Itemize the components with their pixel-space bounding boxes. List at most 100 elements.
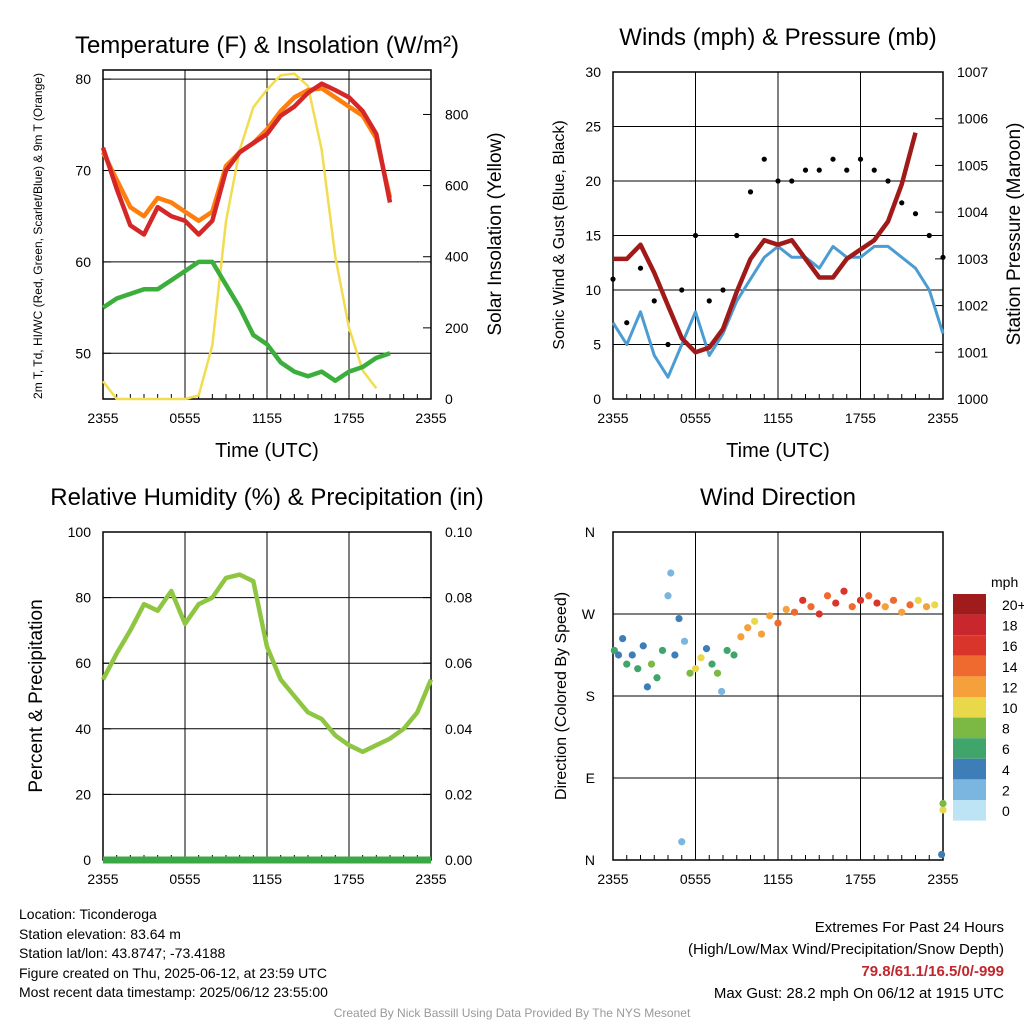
y2-tick-label: 0.02 (445, 786, 472, 802)
direction-point (799, 596, 807, 604)
y-tick-label: 70 (75, 163, 91, 179)
x-tick-label: 1755 (845, 871, 876, 887)
y-tick-label: 20 (585, 173, 601, 189)
x-tick-label: 2355 (597, 410, 628, 426)
latlon-text: Station lat/lon: 43.8747; -73.4188 (19, 945, 226, 961)
legend-title: mph (991, 574, 1018, 590)
legend-swatch (953, 800, 986, 821)
gust-point (885, 178, 891, 184)
direction-point (774, 619, 782, 627)
direction-point (751, 617, 759, 625)
recent-text: Most recent data timestamp: 2025/06/12 2… (19, 984, 328, 1000)
y2-tick-label: 600 (445, 178, 469, 194)
direction-point (643, 683, 651, 691)
y2-axis-label: Station Pressure (Maroon) (1004, 123, 1024, 346)
direction-point (730, 651, 738, 659)
extremes-legend: (High/Low/Max Wind/Precipitation/Snow De… (688, 941, 1004, 958)
direction-point (619, 635, 627, 643)
direction-point (610, 646, 618, 655)
y2-tick-label: 0.08 (445, 590, 472, 606)
y-tick-label: 50 (75, 345, 91, 361)
direction-point (686, 669, 694, 677)
y-tick-label: S (586, 688, 595, 704)
direction-point (723, 646, 731, 655)
direction-point (634, 665, 642, 673)
legend-swatch (953, 635, 986, 656)
station-info: Location: Ticonderoga Station elevation:… (19, 905, 328, 1003)
wind-pressure-panel: 2355 0555 1155 1755 2355 Winds (mph) & Pressu… (551, 24, 1024, 462)
y-tick-label: 80 (75, 71, 91, 87)
x-tick-label: 1155 (252, 410, 282, 426)
x-tick-label: 1755 (333, 410, 364, 426)
gust-point (775, 178, 781, 184)
direction-point (667, 569, 675, 577)
y-tick-label: 10 (585, 282, 601, 298)
x-tick-label: 2355 (597, 871, 628, 887)
direction-point (675, 614, 683, 623)
gust-point (747, 189, 754, 195)
y-tick-label: 25 (585, 119, 601, 135)
direction-point (881, 603, 889, 611)
gust-point (734, 232, 740, 239)
y-axis-label: Direction (Colored By Speed) (553, 592, 570, 800)
legend-label: 0 (1002, 803, 1010, 819)
direction-point (931, 601, 939, 609)
direction-point (680, 637, 689, 645)
gust-point (899, 200, 905, 206)
x-tick-label: 0555 (169, 410, 200, 426)
direction-point (757, 630, 766, 638)
direction-point (664, 592, 672, 600)
gust-point (706, 298, 712, 304)
plot-frame (102, 69, 432, 400)
y2-tick-label: 0.00 (445, 852, 472, 868)
y-tick-label: 0 (593, 391, 601, 407)
direction-point (702, 645, 711, 653)
legend-swatch (953, 594, 986, 615)
legend-label: 4 (1002, 762, 1010, 778)
legend-label: 10 (1002, 700, 1018, 716)
gust-point (857, 156, 864, 162)
direction-point (718, 687, 726, 696)
legend-swatch (953, 697, 986, 718)
direction-point (653, 674, 661, 682)
direction-point (697, 654, 705, 662)
extremes-info: Extremes For Past 24 Hours (High/Low/Max… (688, 917, 1004, 1005)
gust-point (830, 156, 836, 162)
gust-point (912, 211, 919, 217)
direction-point (790, 608, 799, 616)
gust-point (789, 178, 795, 184)
x-tick-label: 1755 (845, 410, 876, 426)
gust-point (844, 167, 850, 173)
y-axis-label: Sonic Wind & Gust (Blue, Black) (551, 120, 568, 349)
y-tick-label: E (586, 770, 595, 786)
direction-point (856, 596, 865, 604)
series-line (100, 81, 393, 237)
gust-point (651, 298, 657, 304)
chart-title: Winds (mph) & Pressure (mb) (619, 24, 936, 51)
chart-title: Relative Humidity (%) & Precipitation (i… (50, 484, 483, 511)
y-tick-label: 30 (585, 64, 601, 80)
y-tick-label: 80 (75, 590, 91, 606)
legend-label: 6 (1002, 741, 1010, 757)
y2-tick-label: 800 (445, 106, 469, 122)
y2-tick-label: 400 (445, 249, 469, 265)
gust-point (926, 232, 932, 239)
gust-point (940, 254, 946, 260)
credit-text: Created By Nick Bassill Using Data Provi… (333, 1006, 691, 1020)
x-tick-label: 2355 (87, 410, 118, 426)
legend-swatch (953, 738, 986, 759)
gust-point (720, 287, 726, 293)
legend-label: 18 (1002, 618, 1018, 634)
gust-point (610, 276, 616, 282)
y-axis-label: 2m T, Td, HI/WC (Red, Green, Scarlet/Blu… (31, 73, 45, 399)
direction-point (708, 660, 716, 668)
y2-tick-label: 1006 (957, 111, 988, 127)
x-tick-label: 2355 (415, 871, 446, 887)
direction-point (938, 850, 946, 859)
y2-axis-label: Solar Insolation (Yellow) (485, 132, 506, 335)
y2-tick-label: 1005 (957, 157, 988, 173)
elevation-text: Station elevation: 83.64 m (19, 925, 181, 942)
y-tick-label: 60 (75, 254, 91, 270)
humidity-precip-panel: 2355 0555 1155 1755 2355 Relative Humidity (%… (26, 484, 484, 887)
direction-point (691, 665, 700, 673)
